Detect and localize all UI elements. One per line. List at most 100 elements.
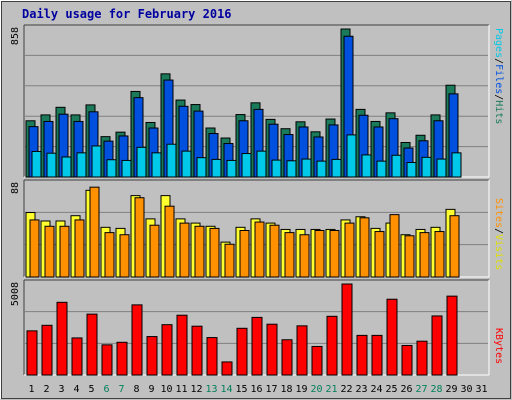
x-tick-label: 6 [103, 384, 109, 395]
bar-kbytes-day-20 [311, 345, 323, 376]
x-tick-label: 1 [28, 384, 34, 395]
bar-kbytes-day-19 [296, 325, 308, 376]
bar-kbytes-day-13 [206, 337, 218, 376]
x-tick-label: 7 [118, 384, 124, 395]
bar-pages-day-1 [31, 150, 42, 178]
bar-sites-day-19 [299, 234, 310, 278]
bar-kbytes-day-9 [146, 336, 158, 376]
x-tick-label: 31 [475, 384, 487, 395]
bar-sites-day-17 [269, 224, 280, 278]
right-axis-label: Pages/Files/Hits [493, 28, 504, 124]
right-label-part: KBytes [493, 328, 504, 364]
right-label-part: Files [493, 64, 504, 94]
bar-kbytes-day-18 [281, 339, 293, 376]
bar-sites-day-1 [29, 219, 40, 278]
bar-pages-day-8 [136, 146, 147, 178]
bar-pages-day-14 [226, 159, 237, 178]
bar-pages-day-12 [196, 157, 207, 178]
bar-sites-day-4 [74, 219, 85, 278]
bar-sites-day-2 [44, 225, 55, 278]
bar-pages-day-2 [46, 152, 57, 178]
bar-sites-day-7 [119, 234, 130, 278]
bar-kbytes-day-16 [251, 316, 263, 376]
bar-pages-day-6 [106, 159, 117, 178]
bar-sites-day-24 [374, 231, 385, 278]
bar-sites-day-18 [284, 232, 295, 278]
bar-pages-day-18 [286, 160, 297, 178]
bar-sites-day-23 [359, 217, 370, 278]
bar-pages-day-27 [421, 156, 432, 178]
bar-kbytes-day-27 [416, 340, 428, 376]
bar-pages-day-11 [181, 150, 192, 178]
bar-sites-day-6 [104, 232, 115, 278]
bar-sites-day-27 [419, 232, 430, 278]
bar-kbytes-day-21 [326, 315, 338, 376]
bar-pages-day-9 [151, 152, 162, 178]
bar-sites-day-21 [329, 230, 340, 278]
panel-hits-files-pages: 858 [10, 24, 490, 178]
chart-title: Daily usage for February 2016 [22, 7, 232, 21]
right-label-part: / [493, 94, 504, 100]
x-tick-label: 9 [148, 384, 154, 395]
x-tick-label: 23 [355, 384, 367, 395]
bar-pages-day-10 [166, 143, 177, 178]
x-tick-label: 30 [460, 384, 472, 395]
bar-kbytes-day-26 [401, 344, 413, 376]
bar-pages-day-23 [361, 154, 372, 178]
right-label-part: / [493, 228, 504, 234]
bar-kbytes-day-24 [371, 334, 383, 376]
x-tick-label: 20 [310, 384, 322, 395]
x-tick-label: 18 [280, 384, 292, 395]
bar-sites-day-12 [194, 225, 205, 278]
panel-visits-sites: 88 [10, 179, 490, 278]
y-max-label: 5008 [10, 282, 21, 306]
bar-pages-day-3 [61, 156, 72, 178]
x-tick-label: 10 [160, 384, 172, 395]
x-tick-label: 3 [58, 384, 64, 395]
bar-kbytes-day-2 [41, 324, 53, 376]
x-tick-label: 5 [88, 384, 94, 395]
bar-pages-day-28 [436, 158, 447, 178]
bar-sites-day-11 [179, 222, 190, 278]
x-tick-label: 22 [340, 384, 352, 395]
x-tick-label: 25 [385, 384, 397, 395]
bar-kbytes-day-12 [191, 325, 203, 376]
y-max-label: 858 [10, 27, 21, 45]
x-tick-label: 14 [220, 384, 232, 395]
bar-kbytes-day-25 [386, 298, 398, 376]
right-axis-label: KBytes [493, 328, 504, 364]
bar-kbytes-day-15 [236, 327, 248, 376]
bar-kbytes-day-8 [131, 304, 143, 376]
x-tick-label: 28 [430, 384, 442, 395]
right-label-part: Hits [493, 100, 504, 124]
x-tick-label: 13 [205, 384, 217, 395]
bar-sites-day-14 [224, 243, 235, 278]
chart-panels: 858 88 5008 [10, 24, 490, 376]
x-tick-label: 12 [190, 384, 202, 395]
bar-pages-day-29 [451, 152, 462, 178]
bar-pages-day-25 [391, 154, 402, 178]
right-axis-label: Sites/Visits [493, 198, 504, 270]
right-label-part: / [493, 58, 504, 64]
bar-sites-day-15 [239, 230, 250, 278]
x-tick-label: 26 [400, 384, 412, 395]
bar-pages-day-21 [331, 158, 342, 178]
x-tick-label: 11 [175, 384, 187, 395]
bar-kbytes-day-14 [221, 361, 233, 376]
x-tick-label: 21 [325, 384, 337, 395]
bar-pages-day-17 [271, 159, 282, 178]
x-tick-label: 15 [235, 384, 247, 395]
right-label-part: Visits [493, 234, 504, 270]
bar-sites-day-3 [59, 225, 70, 278]
bar-pages-day-19 [301, 158, 312, 178]
bar-sites-day-5 [89, 186, 100, 278]
panel-kbytes: 5008 [10, 279, 490, 376]
bar-kbytes-day-1 [26, 330, 38, 376]
right-label-part: Sites [493, 198, 504, 228]
x-axis: 1 2 3 4 5 6 7 8 9 10 11 12 13 14 15 16 17 18 19 20 21 22 23 24 2… [28, 384, 487, 395]
bar-kbytes-day-6 [101, 344, 113, 376]
bar-kbytes-day-10 [161, 324, 173, 376]
